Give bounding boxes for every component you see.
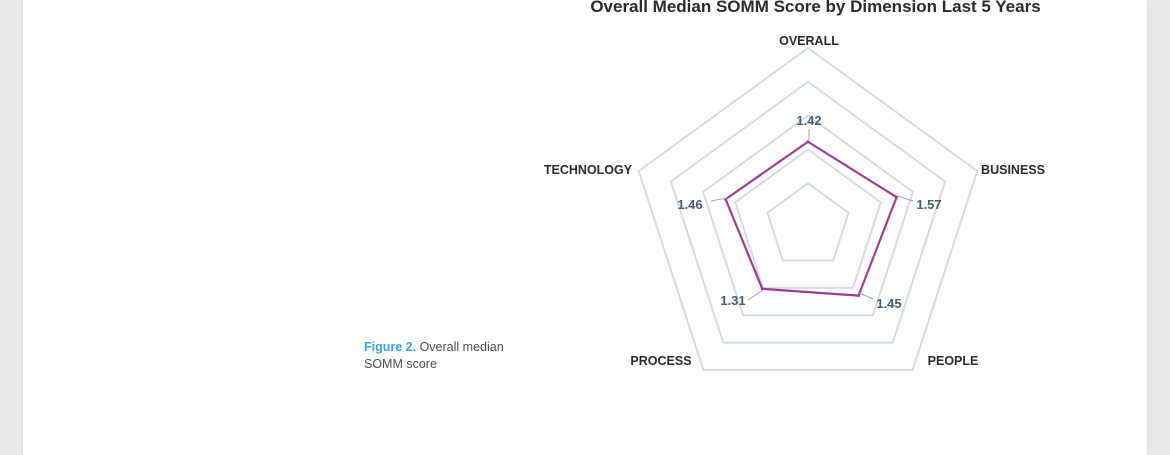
data-point-people — [857, 294, 861, 298]
data-point-business — [895, 195, 899, 199]
value-leader-process — [747, 289, 764, 301]
data-series-line — [724, 140, 898, 297]
axis-label-overall: OVERALL — [779, 34, 839, 48]
data-point-process — [760, 287, 764, 291]
value-leader-technology — [710, 197, 728, 202]
value-label-overall: 1.42 — [796, 113, 821, 128]
axis-label-technology: TECHNOLOGY — [544, 163, 633, 177]
axis-label-people: PEOPLE — [928, 354, 979, 368]
grid-ring-3 — [701, 114, 915, 317]
figure-caption: Figure 2. Overall median SOMM score — [364, 339, 514, 373]
value-leader-people — [858, 292, 874, 300]
value-leader-business — [897, 195, 914, 202]
figure-caption-label: Figure 2. — [364, 340, 417, 354]
grid-ring-2 — [734, 148, 882, 289]
radar-chart: OVERALL BUSINESS PEOPLE PROCESS TECHNOLOGY 1.… — [544, 34, 1045, 372]
value-label-technology: 1.46 — [677, 197, 702, 212]
grid-ring-1 — [766, 182, 850, 262]
axis-label-process: PROCESS — [630, 354, 691, 368]
value-label-business: 1.57 — [916, 197, 941, 212]
value-label-process: 1.31 — [720, 293, 745, 308]
report-page: Overall Median SOMM Score by Dimension L… — [23, 0, 1147, 455]
data-point-overall — [806, 140, 810, 144]
grid-ring-4 — [669, 80, 947, 344]
axis-label-business: BUSINESS — [981, 163, 1045, 177]
value-label-people: 1.45 — [876, 296, 901, 311]
grid-ring-5 — [637, 46, 979, 372]
chart-title: Overall Median SOMM Score by Dimension L… — [590, 0, 1041, 16]
figure-caption-text: Overall median SOMM score — [364, 340, 504, 371]
